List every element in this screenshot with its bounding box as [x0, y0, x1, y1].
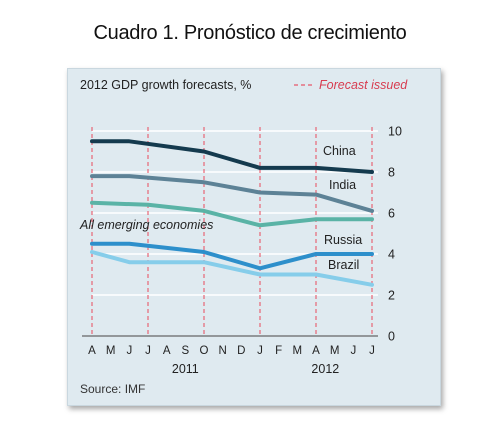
- series-line-brazil: [90, 250, 374, 287]
- legend-forecast-label: Forecast issued: [319, 78, 408, 92]
- gdp-forecast-chart: China India All emerging economies Russia Br…: [79, 78, 408, 396]
- series-label-china: China: [323, 144, 356, 158]
- series-line-india: [90, 174, 374, 213]
- x-tick-label: M: [106, 345, 116, 357]
- x-tick-label: A: [163, 345, 171, 357]
- y-tick-label: 8: [388, 166, 395, 180]
- x-tick-label: J: [145, 345, 151, 357]
- page-title: Cuadro 1. Pronóstico de crecimiento: [93, 22, 407, 44]
- x-tick-label: J: [350, 345, 356, 357]
- y-tick-label: 2: [388, 289, 395, 303]
- series-line-russia: [90, 241, 374, 271]
- series-lines: [90, 139, 374, 287]
- x-year-label: 2011: [172, 362, 199, 376]
- x-tick-label: S: [181, 345, 189, 357]
- source-label: Source: IMF: [80, 382, 145, 396]
- x-tick-label: M: [330, 345, 340, 357]
- x-tick-label: A: [312, 345, 320, 357]
- series-line-emerging: [90, 200, 374, 228]
- x-tick-label: J: [126, 345, 132, 357]
- y-tick-label: 10: [388, 125, 402, 139]
- chart-panel: China India All emerging economies Russia Br…: [67, 68, 441, 406]
- x-tick-label: J: [369, 345, 375, 357]
- chart-title: 2012 GDP growth forecasts, %: [80, 78, 251, 92]
- series-label-russia: Russia: [324, 233, 362, 247]
- x-tick-label: D: [237, 345, 245, 357]
- x-tick-label: M: [293, 345, 303, 357]
- series-label-emerging: All emerging economies: [79, 218, 213, 232]
- x-year-label: 2012: [311, 362, 339, 376]
- x-tick-label: N: [219, 345, 227, 357]
- y-tick-label: 0: [388, 330, 395, 344]
- x-tick-label: O: [200, 345, 209, 357]
- series-line-china: [90, 139, 374, 174]
- y-tick-label: 6: [388, 207, 395, 221]
- series-label-brazil: Brazil: [328, 258, 359, 272]
- y-tick-label: 4: [388, 248, 395, 262]
- series-labels: China India All emerging economies Russia Br…: [79, 144, 362, 272]
- x-tick-label: A: [88, 345, 96, 357]
- series-label-india: India: [329, 178, 356, 192]
- x-tick-label: J: [257, 345, 263, 357]
- x-tick-label: F: [275, 345, 282, 357]
